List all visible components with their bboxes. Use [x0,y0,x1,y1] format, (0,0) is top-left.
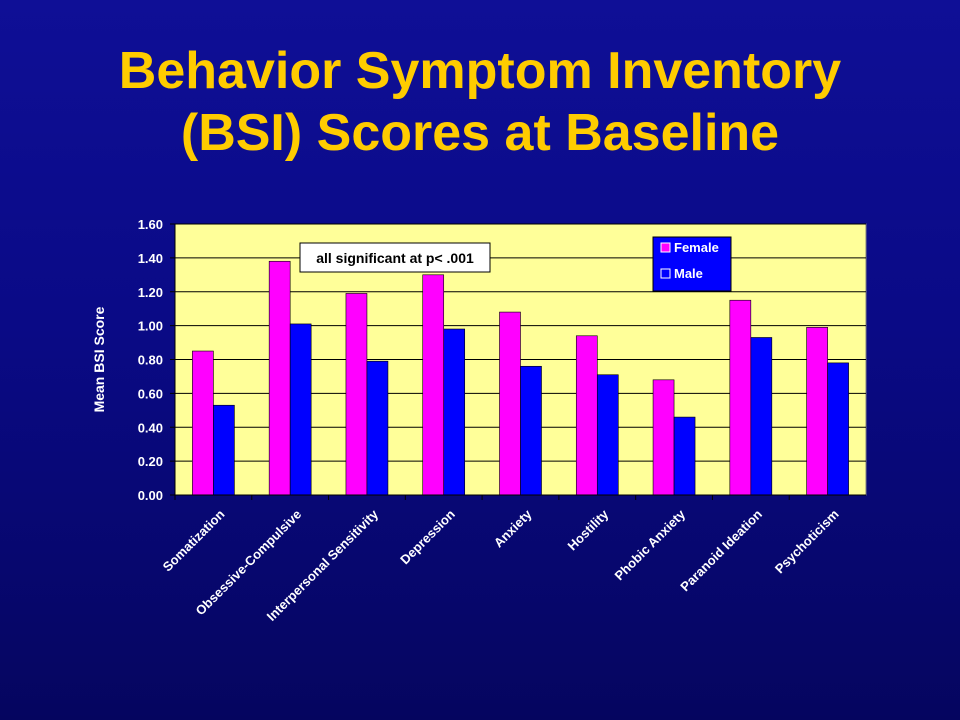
legend-swatch-female [660,242,671,253]
bar-male-0 [213,404,235,496]
y-tick-label: 0.20 [138,454,163,469]
bar-male-4 [520,365,542,496]
legend: Female Male [652,236,732,292]
bar-male-8 [827,362,849,496]
bar-male-6 [673,416,696,496]
significance-note-box [299,242,491,273]
bar-male-3 [443,328,466,496]
title-line-1: Behavior Symptom Inventory [118,42,842,100]
x-category-label: Anxiety [491,506,535,550]
y-tick-labels: 0.00 0.20 0.40 0.60 0.80 1.00 1.20 1.40 1.60 [138,217,163,503]
page-title: Behavior Symptom Inventory (BSI) Scores … [0,40,960,164]
bar-female-2 [345,293,368,496]
bar-female-6 [652,379,675,496]
y-tick-label: 1.40 [138,251,163,266]
x-category-label: Paranoid Ideation [677,506,765,594]
y-tick-label: 0.00 [138,488,163,503]
bar-female-5 [575,335,598,496]
bar-female-7 [729,299,752,496]
bar-female-8 [806,327,828,496]
y-tick-label: 0.60 [138,386,163,401]
x-category-label: Psychoticism [772,507,842,577]
significance-note-text: all significant at p< .001 [316,250,474,266]
significance-note: all significant at p< .001 [299,242,491,273]
bar-male-2 [366,360,389,496]
bar-female-3 [422,274,445,496]
x-category-label: Somatization [160,506,228,574]
bar-male-5 [596,374,619,496]
bars [192,260,849,496]
title-line-2: (BSI) Scores at Baseline [180,104,780,162]
bar-male-7 [750,337,773,496]
y-tick-label: 0.40 [138,420,163,435]
legend-label-female: Female [674,240,719,255]
legend-label-male: Male [674,266,703,281]
legend-swatch-male [660,268,671,279]
axes [170,223,866,500]
bar-female-1 [268,260,291,496]
bar-female-0 [192,350,214,496]
y-tick-label: 1.00 [138,319,163,334]
x-category-label: Depression [397,506,458,567]
y-tick-label: 0.80 [138,353,163,368]
y-tick-label: 1.20 [138,285,163,300]
y-axis-label: Mean BSI Score [91,306,107,412]
y-tick-label: 1.60 [138,217,163,232]
x-category-labels: SomatizationObsessive-CompulsiveInterper… [160,506,842,624]
x-category-label: Hostility [565,506,612,553]
bar-female-4 [499,311,521,496]
x-category-label: Phobic Anxiety [612,506,689,583]
bar-male-1 [289,323,312,496]
